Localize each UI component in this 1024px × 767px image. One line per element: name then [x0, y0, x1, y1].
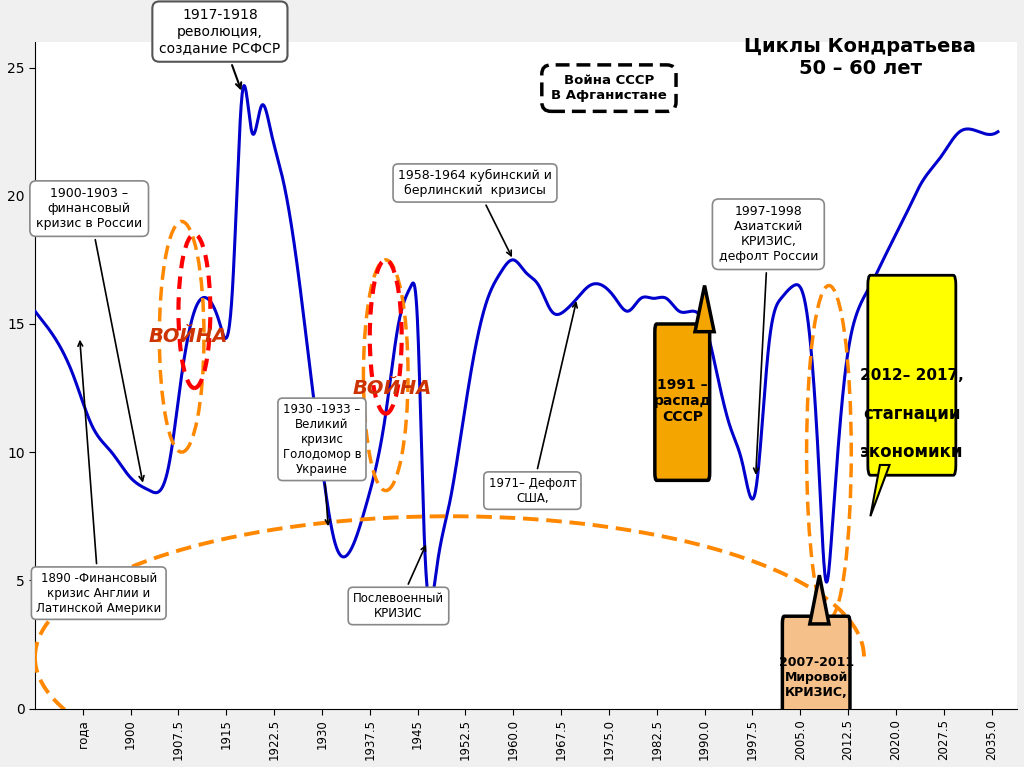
Polygon shape	[870, 465, 890, 516]
FancyBboxPatch shape	[867, 275, 955, 476]
Polygon shape	[810, 575, 829, 624]
Text: Война СССР
В Афганистане: Война СССР В Афганистане	[551, 74, 667, 102]
FancyBboxPatch shape	[782, 616, 850, 755]
Text: стагнации: стагнации	[863, 405, 961, 423]
Text: 1958-1964 кубинский и
берлинский  кризисы: 1958-1964 кубинский и берлинский кризисы	[398, 169, 552, 255]
Text: 2012– 2017,: 2012– 2017,	[860, 367, 964, 383]
Text: ВОЙНА: ВОЙНА	[352, 379, 432, 397]
Text: 1991 –
распад
СССР: 1991 – распад СССР	[653, 377, 711, 424]
Text: 1997-1998
Азиатский
КРИЗИС,
дефолт России: 1997-1998 Азиатский КРИЗИС, дефолт Росси…	[719, 206, 818, 473]
Text: Послевоенный
КРИЗИС: Послевоенный КРИЗИС	[353, 546, 444, 620]
Text: 1930 -1933 –
Великий
кризис
Голодомор в
Украине: 1930 -1933 – Великий кризис Голодомор в …	[283, 403, 361, 525]
Polygon shape	[695, 285, 714, 331]
Text: экономики: экономики	[860, 443, 964, 461]
Text: 1917-1918
революция,
создание РСФСР: 1917-1918 революция, создание РСФСР	[160, 8, 281, 88]
Text: Циклы Кондратьева
50 – 60 лет: Циклы Кондратьева 50 – 60 лет	[744, 37, 976, 78]
Text: 2007-2011
Мировой
КРИЗИС,: 2007-2011 Мировой КРИЗИС,	[778, 657, 854, 700]
Text: 1971– Дефолт
США,: 1971– Дефолт США,	[488, 303, 578, 505]
Text: 1890 -Финансовый
кризис Англии и
Латинской Америки: 1890 -Финансовый кризис Англии и Латинск…	[36, 341, 162, 614]
FancyBboxPatch shape	[654, 324, 710, 480]
Text: 1900-1903 –
финансовый
кризис в России: 1900-1903 – финансовый кризис в России	[36, 187, 144, 481]
Text: ВОЙНА: ВОЙНА	[148, 328, 227, 346]
